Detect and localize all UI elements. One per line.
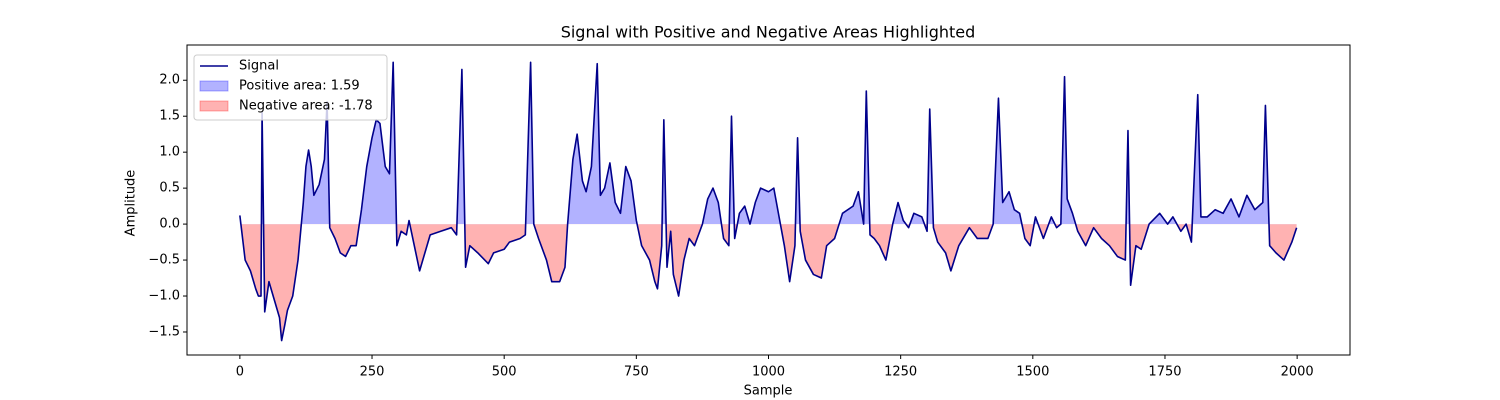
x-tick-label: 2000 — [1281, 365, 1314, 380]
x-tick-label: 1500 — [1016, 365, 1049, 380]
chart-title: Signal with Positive and Negative Areas … — [561, 23, 976, 42]
signal-line — [239, 61, 1298, 342]
x-axis-label: Sample — [744, 384, 793, 399]
legend-label: Signal — [239, 59, 279, 74]
legend-box — [193, 54, 388, 121]
y-tick-label: 1.0 — [159, 145, 180, 160]
y-tick-label: 0.0 — [159, 217, 180, 232]
x-tick-label: 1000 — [752, 365, 785, 380]
legend-swatch — [199, 100, 229, 112]
x-tick-label: 1250 — [884, 365, 917, 380]
x-tick-label: 0 — [236, 365, 244, 380]
x-tick-label: 500 — [492, 365, 517, 380]
x-tick-label: 250 — [360, 365, 385, 380]
legend-swatch — [199, 80, 229, 92]
x-tick-label: 1750 — [1148, 365, 1181, 380]
y-tick-label: 1.5 — [159, 109, 180, 124]
y-axis-label: Amplitude — [124, 170, 139, 237]
y-tick-label: −1.5 — [148, 324, 180, 339]
x-tick-label: 750 — [624, 365, 649, 380]
legend-label: Negative area: -1.78 — [239, 99, 373, 114]
y-tick-label: 2.0 — [159, 73, 180, 88]
y-tick-label: −1.0 — [148, 289, 180, 304]
y-tick-label: 0.5 — [159, 181, 180, 196]
legend-label: Positive area: 1.59 — [239, 79, 360, 94]
y-tick-label: −0.5 — [148, 253, 180, 268]
